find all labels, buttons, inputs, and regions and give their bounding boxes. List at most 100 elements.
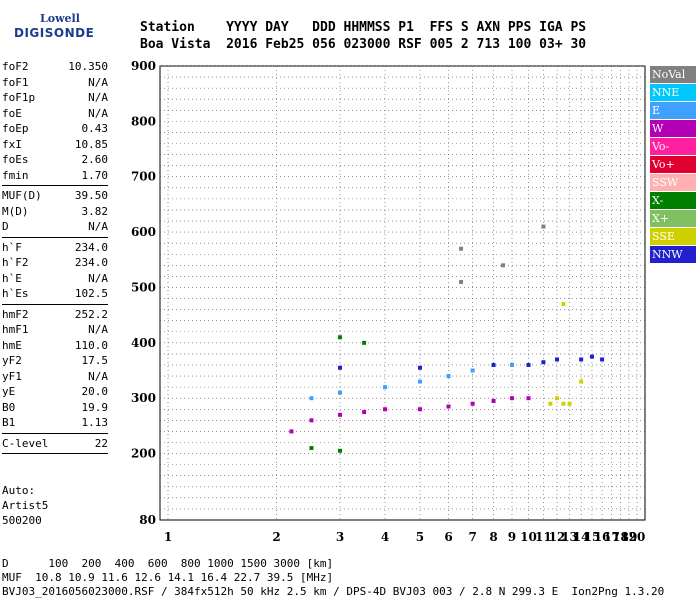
param-value: 1.70: [81, 168, 109, 182]
param-row: foF2 10.350: [2, 59, 108, 75]
param-value: 22: [94, 436, 108, 450]
param-name: h`E: [2, 271, 22, 285]
legend-item-vo: Vo+: [650, 156, 696, 173]
autoscaling-info: Auto: Artist5 500200: [2, 483, 48, 528]
legend-item-vo: Vo-: [650, 138, 696, 155]
x-tick-label: 4: [381, 530, 389, 544]
x-tick-label: 13: [561, 530, 578, 544]
x-tick-label: 3: [336, 530, 344, 544]
data-point-nnw: [600, 357, 605, 362]
legend-item-x: X+: [650, 210, 696, 227]
y-tick-label: 900: [131, 59, 156, 73]
param-row: C-level 22: [2, 436, 108, 452]
x-tick-label: 15: [584, 530, 601, 544]
data-point-sse: [579, 379, 584, 384]
footer-muf: MUF 10.8 10.9 11.6 12.6 14.1 16.4 22.7 3…: [2, 571, 334, 584]
data-point-w: [491, 398, 496, 403]
data-point-noval: [459, 279, 464, 284]
x-tick-label: 8: [489, 530, 497, 544]
x-tick-label: 12: [549, 530, 566, 544]
param-name: h`F2: [2, 256, 29, 269]
param-name: MUF(D): [2, 189, 42, 202]
param-name: h`F: [2, 240, 22, 254]
param-row: MUF(D) 39.50: [2, 188, 108, 204]
param-row: foF1 N/A: [2, 75, 108, 91]
param-name: M(D): [2, 204, 29, 218]
param-value: 10.85: [74, 137, 108, 151]
logo-digisonde-text: DIGISONDE: [14, 26, 95, 40]
param-row: foEs 2.60: [2, 152, 108, 168]
param-row: yE 20.0: [2, 384, 108, 400]
param-row: foE N/A: [2, 106, 108, 122]
param-row: h`E N/A: [2, 271, 108, 287]
param-value: 252.2: [74, 307, 108, 321]
param-row: fmin 1.70: [2, 168, 108, 184]
param-separator: [2, 185, 108, 186]
auto-artist: Artist5: [2, 499, 49, 512]
param-name: foE: [2, 106, 22, 120]
legend-item-x: X-: [650, 192, 696, 209]
param-row: h`Es 102.5: [2, 286, 108, 302]
data-point-w: [383, 407, 388, 412]
data-point-noval: [459, 246, 464, 251]
data-point-nnw: [491, 362, 496, 367]
data-point-nnw: [589, 354, 594, 359]
param-value: N/A: [88, 369, 108, 383]
data-point-w: [309, 418, 314, 423]
param-row: yF1 N/A: [2, 369, 108, 385]
y-tick-label: 700: [131, 170, 156, 184]
footer-distance: D 100 200 400 600 800 1000 1500 3000 [km…: [2, 557, 334, 570]
param-name: foF1: [2, 75, 29, 89]
param-row: hmE 110.0: [2, 338, 108, 354]
param-value: 17.5: [81, 354, 109, 367]
x-tick-label: 18: [612, 530, 629, 544]
auto-label: Auto:: [2, 484, 36, 497]
data-point-w: [526, 396, 531, 401]
legend-item-noval: NoVal: [650, 66, 696, 83]
data-point-x: [337, 335, 342, 340]
parameter-list: foF2 10.350 foF1 N/A foF1p N/A foE N/A foEp 0.43 f…: [2, 59, 108, 456]
data-point-w: [509, 396, 514, 401]
param-separator: [2, 236, 108, 238]
param-row: h`F2 234.0: [2, 255, 108, 271]
x-tick-label: 9: [508, 530, 516, 544]
data-point-nnw: [526, 362, 531, 367]
y-tick-label: 400: [131, 336, 156, 350]
param-row: D N/A: [2, 219, 108, 235]
param-name: B0: [2, 400, 16, 414]
x-tick-label: 7: [468, 530, 476, 544]
param-name: B1: [2, 416, 16, 429]
param-name: hmE: [2, 338, 22, 352]
param-row: M(D) 3.82: [2, 204, 108, 220]
x-tick-label: 14: [573, 530, 590, 544]
y-tick-label: 200: [131, 447, 156, 461]
data-point-e: [470, 368, 475, 373]
legend-item-sse: SSE: [650, 228, 696, 245]
param-name: h`Es: [2, 287, 29, 300]
y-tick-label: 500: [131, 280, 156, 294]
param-name: C-level: [2, 436, 49, 450]
param-separator: [2, 303, 108, 305]
data-point-e: [509, 362, 514, 367]
param-name: foEs: [2, 153, 29, 166]
header-values: Boa Vista 2016 Feb25 056 023000 RSF 005 …: [140, 37, 587, 52]
data-point-x: [362, 340, 367, 345]
data-point-sse: [555, 396, 560, 401]
param-value: 1.13: [81, 416, 109, 429]
param-value: 2.60: [81, 153, 109, 166]
param-name: foF2: [2, 60, 29, 73]
param-row: foEp 0.43: [2, 121, 108, 137]
data-point-w: [470, 401, 475, 406]
param-name: yF1: [2, 369, 22, 383]
x-tick-label: 2: [272, 530, 280, 544]
footer-info: D 100 200 400 600 800 1000 1500 3000 [km…: [2, 557, 664, 599]
data-point-sse: [561, 401, 566, 406]
x-tick-label: 6: [444, 530, 452, 544]
logo-lowell-text: Lowell: [40, 12, 80, 25]
param-row: h`F 234.0: [2, 240, 108, 256]
y-tick-label: 80: [139, 513, 156, 527]
data-point-e: [309, 396, 314, 401]
y-tick-label: 600: [131, 225, 156, 239]
legend-item-nnw: NNW: [650, 246, 696, 263]
digisonde-logo: Lowell DIGISONDE: [2, 8, 95, 56]
